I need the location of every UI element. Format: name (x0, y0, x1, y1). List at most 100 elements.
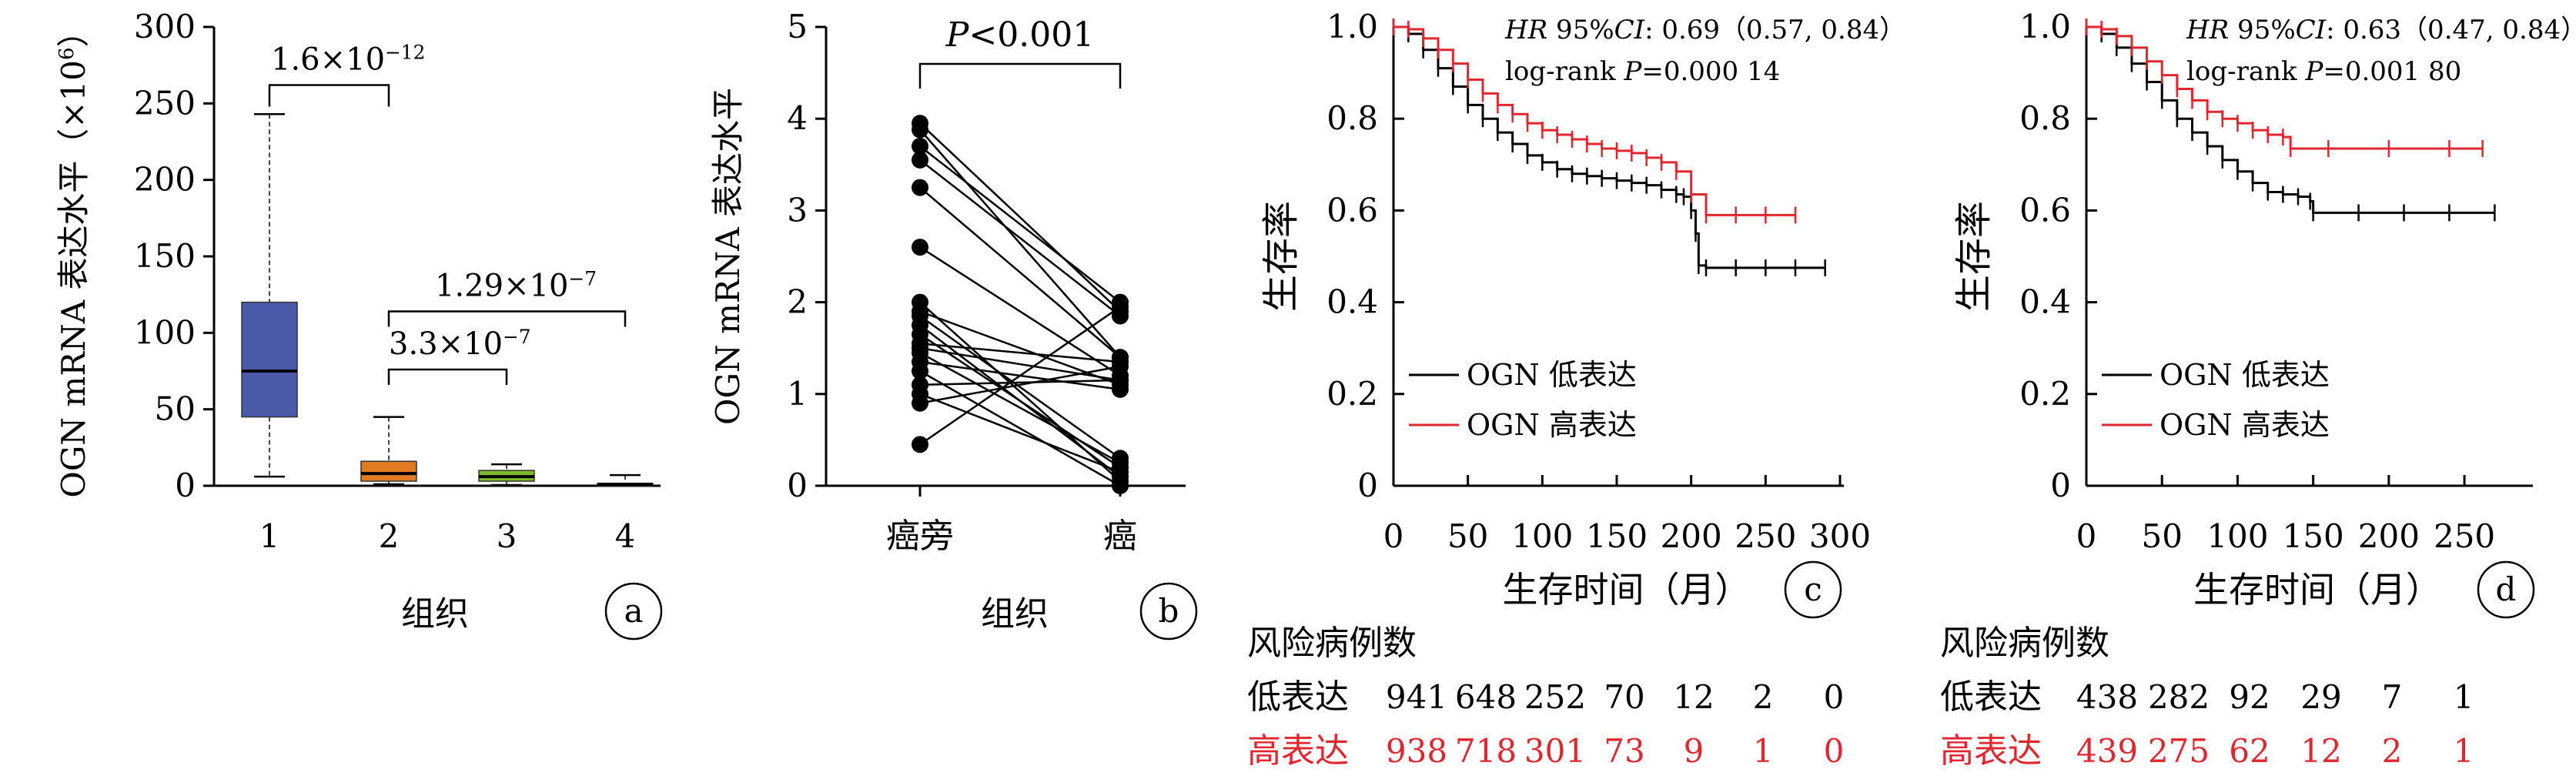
panel-label: a (624, 592, 643, 630)
legend-label: OGN 低表达 (1467, 358, 1637, 392)
x-axis-label: 组织 (981, 594, 1049, 634)
x-tick-label: 1 (259, 517, 280, 555)
panel-label-circle (1139, 582, 1198, 641)
pair-line (919, 306, 1121, 446)
y-tick-label: 0.8 (2019, 99, 2071, 137)
risk-count: 941 (1386, 678, 1447, 716)
risk-count: 9 (1684, 732, 1705, 770)
point-tumor (1112, 371, 1129, 389)
risk-table-title: 风险病例数 (1940, 624, 2109, 663)
y-tick-label: 1.0 (2019, 8, 2071, 45)
risk-count: 0 (1824, 678, 1845, 716)
x-tick-label: 0 (1383, 517, 1404, 555)
y-tick-label: 50 (155, 390, 196, 428)
risk-table-title: 风险病例数 (1247, 624, 1417, 663)
y-tick-label: 0 (787, 467, 808, 504)
risk-count: 301 (1524, 732, 1586, 770)
p-value-label: 1.6×10−12 (271, 41, 425, 78)
y-tick-label: 200 (134, 161, 196, 199)
y-tick-label: 100 (134, 313, 196, 351)
y-tick-label: 0 (175, 467, 196, 504)
x-tick-label: 3 (497, 517, 517, 555)
logrank-text: log-rank P=0.001 80 (2186, 56, 2461, 87)
point-paratumor (912, 239, 928, 256)
x-tick-label: 100 (1511, 517, 1573, 555)
significance-bracket (387, 310, 627, 327)
risk-count: 252 (1524, 678, 1586, 716)
pair-line (919, 145, 1121, 303)
x-tick-label: 150 (1586, 517, 1648, 555)
legend-label: OGN 高表达 (1467, 408, 1637, 442)
x-axis-label: 组织 (401, 594, 469, 634)
pair-line (919, 186, 1121, 359)
panel-label: d (2496, 570, 2517, 608)
risk-count: 275 (2148, 732, 2210, 770)
pair-line (919, 333, 1121, 469)
risk-count: 7 (2382, 678, 2403, 716)
pair-line (919, 342, 1121, 363)
pair-line (919, 370, 1121, 487)
risk-count: 29 (2300, 678, 2341, 716)
x-tick-label: 150 (2283, 517, 2344, 555)
pair-line (919, 122, 1121, 313)
risk-count: 2 (1753, 678, 1774, 716)
panel-label-circle (604, 582, 663, 641)
y-tick-label: 0.6 (1326, 191, 1378, 229)
pair-line (919, 129, 1121, 358)
x-tick-label: 200 (1661, 517, 1722, 555)
point-paratumor (912, 363, 928, 380)
panel-d-survival-plot: 0 0.2 0.4 0.6 0.8 1.0 0 50 100 150 200 250 HR 95%CI:… (1940, 8, 2576, 771)
x-axis-label: 生存时间（月） (1503, 569, 1751, 610)
risk-count: 282 (2148, 678, 2210, 716)
risk-count: 92 (2229, 678, 2270, 716)
panel-label-circle (1784, 560, 1842, 619)
risk-count: 2 (2382, 732, 2403, 770)
point-tumor (1112, 477, 1129, 494)
x-tick-label: 4 (615, 517, 636, 555)
x-tick-label: 50 (1447, 517, 1488, 555)
risk-count: 70 (1604, 678, 1644, 716)
risk-count: 438 (2076, 678, 2138, 716)
box-2 (360, 460, 417, 482)
y-tick-label: 3 (787, 191, 808, 229)
point-paratumor (912, 151, 928, 169)
p-value-label: P<0.001 (945, 15, 1094, 55)
logrank-text: log-rank P=0.000 14 (1505, 56, 1780, 87)
pair-line (919, 352, 1121, 464)
hr-text: HR 95%CI: 0.63（0.47, 0.84） (2186, 15, 2576, 45)
hr-text: HR 95%CI: 0.69（0.57, 0.84） (1504, 15, 1905, 45)
legend-label: OGN 高表达 (2159, 408, 2330, 442)
pair-line (919, 159, 1121, 317)
y-tick-label: 4 (787, 99, 808, 137)
point-paratumor (912, 137, 928, 155)
significance-bracket (268, 84, 390, 107)
box-1 (241, 301, 298, 418)
significance-bracket (918, 62, 1122, 89)
y-tick-label: 300 (134, 8, 196, 45)
p-value-label: 3.3×10−7 (389, 326, 531, 363)
point-tumor (1112, 463, 1129, 481)
y-tick-label: 0.4 (2019, 283, 2071, 321)
y-tick-label: 150 (134, 237, 196, 275)
y-tick-label: 5 (787, 8, 808, 45)
pair-line (919, 246, 1121, 377)
point-paratumor (912, 394, 928, 412)
risk-count: 1 (1753, 732, 1774, 770)
x-tick-label: 200 (2358, 517, 2420, 555)
point-paratumor (912, 436, 928, 453)
risk-count: 439 (2076, 732, 2138, 770)
y-tick-label: 0.8 (1326, 99, 1378, 137)
point-tumor (1112, 358, 1129, 376)
point-paratumor (912, 179, 928, 196)
x-tick-label: 300 (1809, 517, 1871, 555)
risk-count: 718 (1455, 732, 1517, 770)
risk-count: 0 (1824, 732, 1845, 770)
y-tick-label: 0.6 (2019, 191, 2071, 229)
y-tick-label: 0.2 (2019, 375, 2071, 413)
y-tick-label: 2 (787, 283, 808, 321)
risk-count: 62 (2229, 732, 2270, 770)
point-paratumor (912, 121, 928, 139)
